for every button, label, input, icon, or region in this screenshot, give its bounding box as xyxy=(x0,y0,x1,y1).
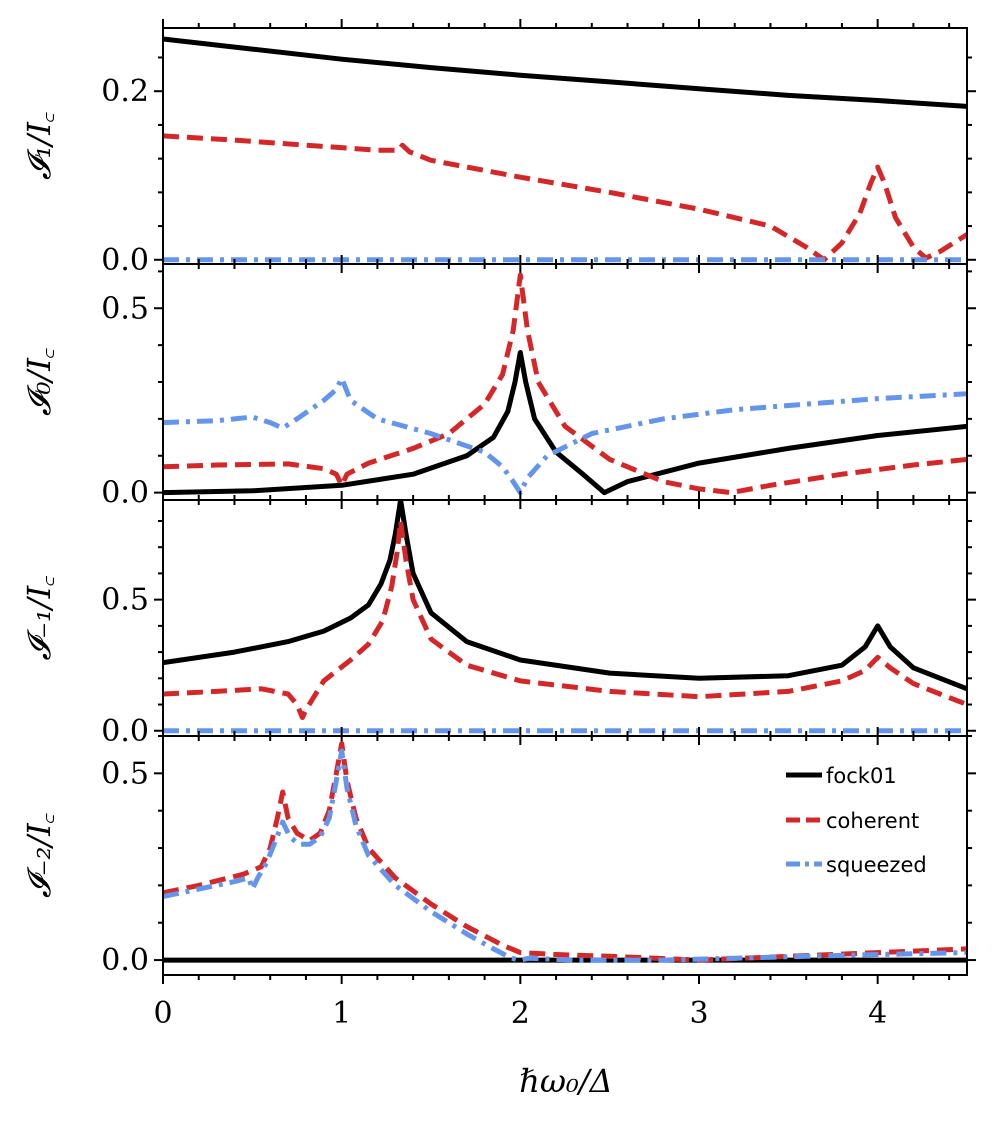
panel-I-1: 0.0 0.5 𝓘₋₁/I꜀ xyxy=(20,491,976,749)
y-axis-title-I-1: 𝓘₋₁/I꜀ xyxy=(20,576,58,661)
x-axis-title: ℏω₀/Δ xyxy=(519,1062,612,1100)
y-tick-label-I1: 0.0 xyxy=(101,243,149,278)
panel-I-2-frame xyxy=(162,735,968,976)
y-tick-label-I-1: 0.5 xyxy=(101,583,149,618)
y-tick-label-I-2: 0.0 xyxy=(101,943,149,978)
y-tick-label-I-1: 0.0 xyxy=(101,714,149,749)
legend-label-fock01: fock01 xyxy=(826,764,897,788)
panel-I1-series xyxy=(163,36,967,263)
legend-label-coherent: coherent xyxy=(826,809,919,833)
series-fock01-I-1 xyxy=(163,500,967,692)
y-axis-title-I0: 𝓘₀/I꜀ xyxy=(20,348,58,416)
y-tick-label-I0: 0.5 xyxy=(101,291,149,326)
y-tick-label-I-2: 0.5 xyxy=(101,756,149,791)
legend-label-squeezed: squeezed xyxy=(826,853,927,877)
panel-I-2: 0.0 0.5 𝓘₋₂/I꜀ xyxy=(20,727,976,984)
x-tick-label: 1 xyxy=(332,996,351,1031)
series-squeezed-I0 xyxy=(163,375,967,496)
y-tick-label-I0: 0.0 xyxy=(101,476,149,511)
series-coherent-I-2 xyxy=(163,741,967,963)
series-fock01-I1 xyxy=(163,36,967,109)
y-axis-title-I1: 𝓘₁/I꜀ xyxy=(20,112,58,180)
series-coherent-I0 xyxy=(163,272,967,496)
x-tick-label: 2 xyxy=(511,996,530,1031)
x-tick-label: 3 xyxy=(689,996,708,1031)
panel-I0-series xyxy=(163,272,967,496)
y-axis-title-I-2: 𝓘₋₂/I꜀ xyxy=(20,813,58,898)
series-fock01-I0 xyxy=(163,350,967,496)
series-coherent-I1 xyxy=(163,133,967,263)
panels: 0.0 0.2 𝓘₁/I꜀ 0.0 0.5 𝓘₀/I꜀ 0.0 0.5 𝓘₋₁/I꜀ 0.0 0.5… xyxy=(20,19,976,1031)
x-tick-label: 4 xyxy=(868,996,887,1031)
panel-I0: 0.0 0.5 𝓘₀/I꜀ xyxy=(20,255,976,511)
series-coherent-I-1 xyxy=(163,518,967,721)
y-tick-label-I1: 0.2 xyxy=(101,74,149,109)
panel-I-1-series xyxy=(163,500,967,734)
panel-I-2-series xyxy=(163,741,967,963)
legend: fock01 coherent squeezed xyxy=(786,764,927,877)
panel-I-1-frame xyxy=(162,499,968,737)
series-squeezed-I-2 xyxy=(163,748,967,963)
panel-I1: 0.0 0.2 𝓘₁/I꜀ xyxy=(20,19,976,278)
x-tick-label: 0 xyxy=(153,996,172,1031)
